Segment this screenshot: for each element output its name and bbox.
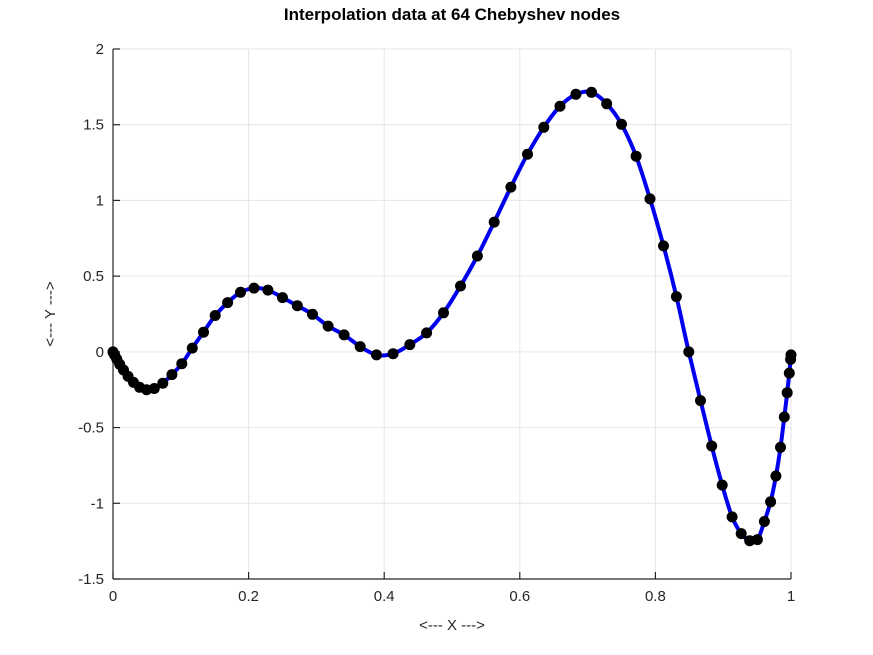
chebyshev-node-point bbox=[387, 348, 399, 360]
chebyshev-node-point bbox=[670, 291, 682, 303]
chebyshev-node-point bbox=[354, 341, 366, 353]
chebyshev-node-point bbox=[438, 307, 449, 319]
chart-title: Interpolation data at 64 Chebyshev nodes bbox=[283, 5, 621, 24]
chebyshev-node-point bbox=[307, 308, 318, 320]
y-tick-label: 1 bbox=[96, 192, 104, 209]
chebyshev-node-point bbox=[695, 395, 706, 407]
chebyshev-node-point bbox=[644, 193, 656, 205]
chebyshev-node-point bbox=[683, 346, 695, 358]
chebyshev-node-point bbox=[338, 329, 350, 341]
chebyshev-node-point bbox=[751, 534, 763, 546]
chebyshev-node-point bbox=[554, 100, 566, 112]
chebyshev-node-point bbox=[616, 118, 627, 130]
chebyshev-node-point bbox=[262, 284, 274, 296]
chebyshev-node-point bbox=[322, 320, 334, 332]
y-axis-label: <--- Y ---> bbox=[42, 281, 59, 347]
chebyshev-node-point bbox=[421, 327, 433, 339]
chebyshev-node-point bbox=[770, 470, 782, 482]
chebyshev-node-point bbox=[716, 479, 728, 491]
chebyshev-node-point bbox=[471, 250, 483, 262]
chebyshev-node-point bbox=[505, 181, 517, 193]
chebyshev-node-point bbox=[198, 326, 209, 338]
chebyshev-node-point bbox=[277, 292, 288, 304]
chebyshev-node-point bbox=[785, 349, 797, 361]
x-axis-label: <--- X ---> bbox=[419, 617, 485, 634]
chebyshev-node-point bbox=[658, 240, 669, 252]
chebyshev-node-point bbox=[522, 148, 533, 160]
chebyshev-node-point bbox=[706, 440, 718, 452]
chebyshev-node-point bbox=[778, 411, 790, 423]
chebyshev-node-point bbox=[783, 367, 795, 379]
chebyshev-node-point bbox=[570, 88, 582, 100]
chebyshev-node-point bbox=[404, 339, 416, 351]
y-tick-label: 1.5 bbox=[83, 117, 104, 134]
x-tick-label: 0 bbox=[109, 588, 117, 605]
chebyshev-node-point bbox=[781, 387, 793, 399]
chebyshev-node-point bbox=[586, 86, 597, 98]
chebyshev-node-point bbox=[601, 98, 613, 110]
chebyshev-node-point bbox=[248, 282, 260, 294]
chebyshev-node-point bbox=[758, 516, 770, 527]
chebyshev-node-point bbox=[148, 383, 160, 394]
chebyshev-node-point bbox=[726, 511, 738, 523]
chebyshev-node-point bbox=[630, 150, 642, 162]
x-tick-label: 0.2 bbox=[238, 588, 259, 605]
chebyshev-node-point bbox=[235, 286, 246, 298]
y-tick-label: 0 bbox=[96, 344, 104, 361]
chebyshev-node-point bbox=[222, 297, 234, 309]
chebyshev-node-point bbox=[166, 369, 178, 381]
chebyshev-node-point bbox=[176, 358, 188, 370]
chebyshev-node-point bbox=[735, 528, 747, 540]
y-tick-label: -1 bbox=[91, 495, 104, 512]
chebyshev-node-point bbox=[291, 300, 303, 312]
chebyshev-node-point bbox=[455, 280, 466, 292]
y-tick-label: -1.5 bbox=[78, 571, 104, 588]
chebyshev-node-point bbox=[157, 377, 169, 389]
x-tick-label: 1 bbox=[787, 588, 795, 605]
chebyshev-node-point bbox=[765, 496, 777, 508]
chebyshev-node-point bbox=[209, 310, 221, 321]
y-tick-label: 2 bbox=[96, 41, 104, 58]
chebyshev-node-point bbox=[538, 121, 550, 133]
x-tick-label: 0.8 bbox=[645, 588, 666, 605]
y-tick-label: 0.5 bbox=[83, 268, 104, 285]
chebyshev-node-point bbox=[371, 349, 382, 361]
x-tick-label: 0.6 bbox=[509, 588, 530, 605]
x-tick-label: 0.4 bbox=[374, 588, 395, 605]
chebyshev-node-point bbox=[186, 342, 198, 354]
chebyshev-node-point bbox=[488, 216, 500, 228]
chebyshev-node-point bbox=[775, 441, 786, 453]
y-tick-label: -0.5 bbox=[78, 420, 104, 437]
